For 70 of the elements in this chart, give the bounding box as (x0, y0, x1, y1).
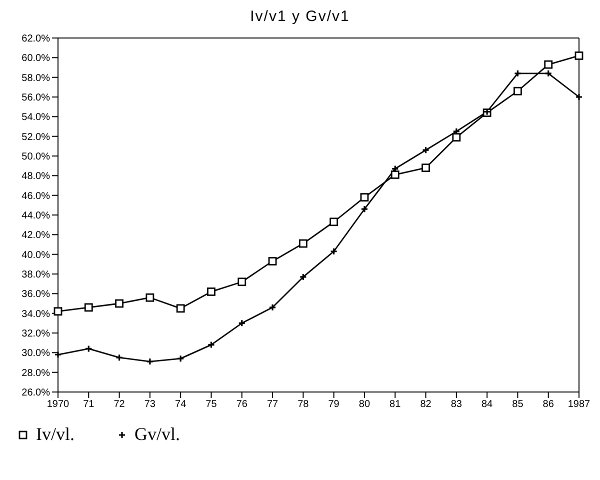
y-tick-label: 62.0% (22, 34, 50, 45)
point (330, 218, 338, 226)
x-tick-label: 80 (358, 399, 370, 410)
point (391, 164, 399, 173)
x-tick-label: 1970 (46, 399, 70, 410)
x-tick-label: 71 (83, 399, 95, 410)
y-tick-label: 60.0% (22, 53, 50, 64)
point (176, 354, 184, 362)
y-tick-label: 54.0% (22, 112, 50, 124)
x-tick-label: 73 (144, 399, 156, 410)
y-tick-label: 36.0% (22, 289, 50, 300)
point (514, 86, 522, 96)
x-tick-label: 79 (328, 399, 340, 410)
y-tick-label: 58.0% (22, 72, 50, 84)
y-tick-label: 50.0% (22, 152, 50, 163)
y-tick-label: 48.0% (22, 171, 50, 182)
point (268, 257, 277, 266)
point (84, 303, 93, 312)
point (115, 354, 124, 362)
x-tick-label: 75 (206, 399, 218, 410)
x-tick-label: 1987 (568, 399, 591, 410)
y-tick-label: 46.0% (22, 190, 50, 202)
point (268, 304, 276, 312)
point (146, 358, 154, 366)
point (207, 341, 216, 349)
legend-label: Iv/vl. (36, 424, 74, 445)
point (298, 239, 308, 248)
point (360, 193, 369, 202)
point (115, 299, 124, 308)
y-tick-label: 38.0% (22, 270, 50, 281)
x-tick-label: 74 (175, 399, 187, 410)
x-tick-label: 86 (542, 399, 554, 410)
y-tick-label: 42.0% (22, 230, 50, 242)
x-tick-label: 82 (420, 399, 432, 410)
x-tick-label: 77 (266, 399, 279, 410)
point (84, 344, 92, 353)
y-tick-label: 40.0% (22, 250, 50, 261)
legend-label: Gv/vl. (134, 424, 180, 445)
y-tick-label: 44.0% (22, 210, 50, 222)
point (452, 133, 461, 142)
x-tick-label: 85 (512, 399, 524, 410)
x-tick-label: 78 (298, 399, 310, 410)
point (514, 70, 522, 78)
point (299, 273, 307, 281)
y-tick-label: 34.0% (22, 308, 50, 320)
point (207, 288, 216, 296)
point (390, 170, 400, 179)
x-tick-label: 83 (450, 399, 462, 410)
y-tick-label: 56.0% (22, 92, 50, 104)
y-tick-label: 26.0% (22, 388, 50, 399)
x-tick-label: 72 (114, 399, 126, 410)
x-tick-label: 84 (481, 399, 494, 410)
point (238, 319, 246, 327)
point (146, 293, 154, 302)
chart-title: Iv/v1 y Gv/v1 (249, 8, 351, 25)
point (238, 278, 246, 286)
point (176, 304, 185, 313)
y-tick-label: 28.0% (22, 368, 50, 379)
point (544, 60, 553, 69)
x-tick-label: 76 (236, 399, 248, 410)
point (574, 52, 584, 60)
x-tick-label: 81 (390, 399, 402, 410)
point (360, 205, 368, 213)
point (422, 146, 430, 154)
point (330, 248, 338, 256)
y-tick-label: 30.0% (22, 348, 50, 360)
point (544, 70, 552, 78)
y-tick-label: 32.0% (22, 328, 50, 340)
point (422, 164, 430, 172)
y-tick-label: 52.0% (22, 132, 50, 143)
